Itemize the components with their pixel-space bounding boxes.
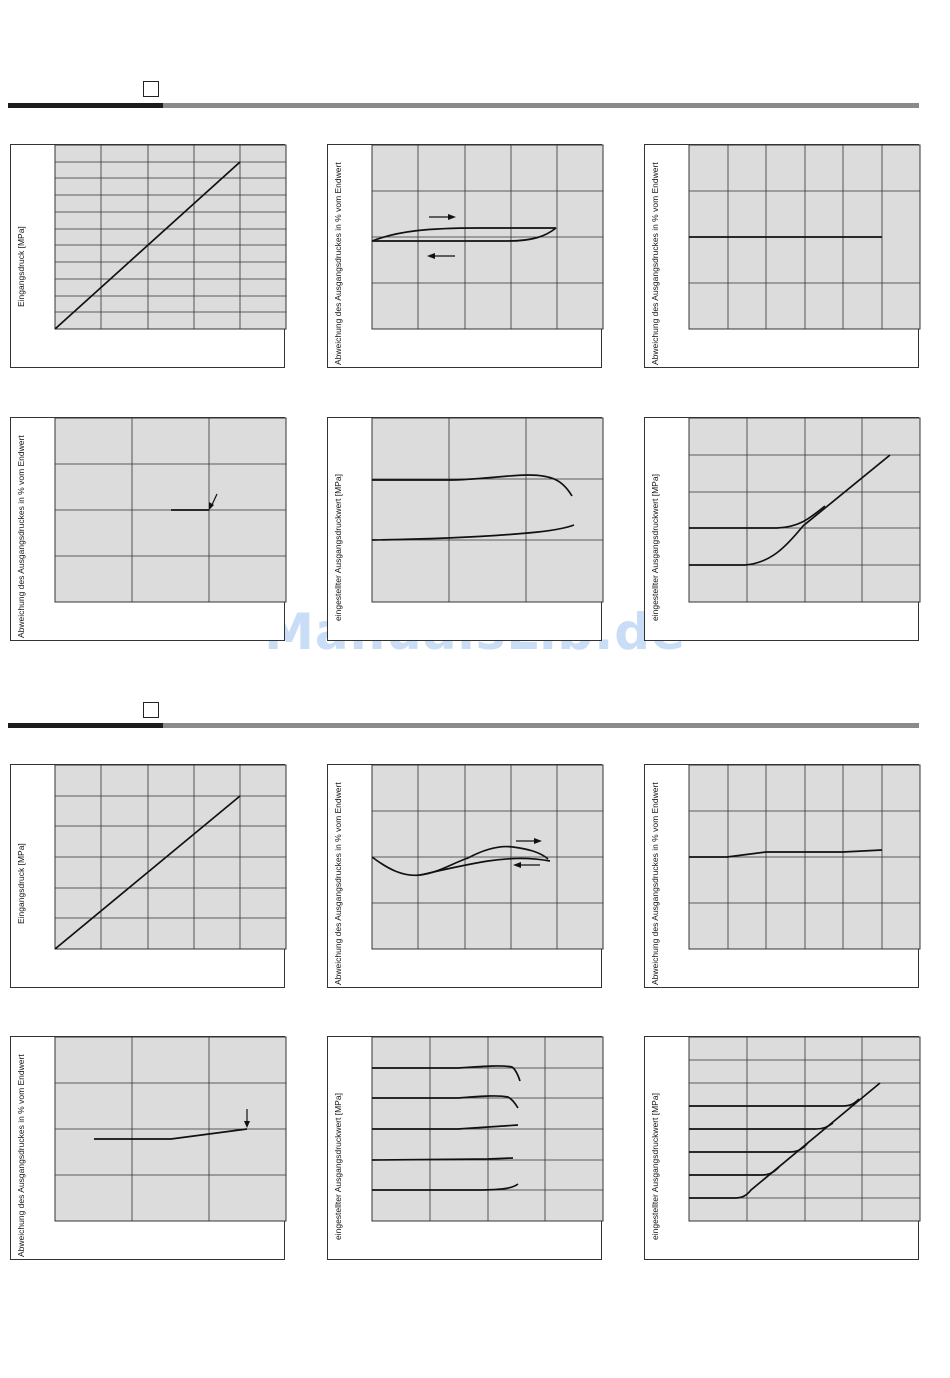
y-axis-label: Eingangsdruck [MPa] bbox=[16, 843, 26, 924]
curve-4 bbox=[371, 1157, 514, 1161]
chart-setpoint-4: eingestellter Ausgangsdruckwert [MPa] bbox=[644, 1036, 921, 1260]
curve-1 bbox=[689, 1098, 860, 1107]
y-axis-label: eingestellter Ausgangsdruckwert [MPa] bbox=[650, 474, 660, 621]
chart-deviation-flow-2: Abweichung des Ausgangsdruckes in % vom … bbox=[10, 1036, 287, 1260]
chart-svg: eingestellter Ausgangsdruckwert [MPa] bbox=[333, 1036, 604, 1240]
curve-upper bbox=[689, 505, 826, 529]
chart-line bbox=[94, 1128, 248, 1140]
y-axis-label: eingestellter Ausgangsdruckwert [MPa] bbox=[333, 474, 343, 621]
chart-deviation-hysteresis-1: Abweichung des Ausgangsdruckes in % vom … bbox=[327, 144, 604, 368]
curve-rising bbox=[371, 227, 556, 242]
chart-input-pressure-1: Eingangsdruck [MPa] bbox=[10, 144, 287, 368]
chart-deviation-flow-1: Abweichung des Ausgangsdruckes in % vom … bbox=[10, 417, 287, 641]
chart-svg: Abweichung des Ausgangsdruckes in % vom … bbox=[16, 1036, 287, 1257]
curve-falling bbox=[372, 227, 557, 242]
chart-svg: Abweichung des Ausgangsdruckes in % vom … bbox=[650, 764, 921, 985]
y-axis-label: Abweichung des Ausgangsdruckes in % vom … bbox=[650, 782, 660, 985]
chart-svg: eingestellter Ausgangsdruckwert [MPa] bbox=[650, 1036, 921, 1240]
y-axis-label: Eingangsdruck [MPa] bbox=[16, 226, 26, 307]
chart-svg: Abweichung des Ausgangsdruckes in % vom … bbox=[333, 764, 604, 985]
curve-falling bbox=[419, 857, 551, 876]
curve-5 bbox=[372, 1183, 519, 1191]
section-checkbox-2 bbox=[143, 702, 159, 718]
arrowhead-marker bbox=[244, 1121, 250, 1128]
chart-svg: eingestellter Ausgangsdruckwert [MPa] bbox=[333, 417, 604, 621]
chart-line bbox=[689, 849, 883, 858]
chart-deviation-hysteresis-2: Abweichung des Ausgangsdruckes in % vom … bbox=[327, 764, 604, 988]
section-divider-2 bbox=[8, 723, 919, 728]
chart-line bbox=[54, 161, 241, 330]
chart-setpoint-2: eingestellter Ausgangsdruckwert [MPa] bbox=[644, 417, 921, 641]
curve-1 bbox=[372, 1065, 521, 1082]
y-axis-label: Abweichung des Ausgangsdruckes in % vom … bbox=[16, 435, 26, 638]
curve-5 bbox=[689, 1082, 881, 1199]
y-axis-label: Abweichung des Ausgangsdruckes in % vom … bbox=[333, 782, 343, 985]
curve-upper bbox=[372, 474, 573, 497]
chart-svg: Eingangsdruck [MPa] bbox=[16, 764, 287, 950]
chart-setpoint-1: eingestellter Ausgangsdruckwert [MPa] bbox=[327, 417, 604, 641]
chart-svg: Eingangsdruck [MPa] bbox=[16, 144, 287, 330]
y-axis-label: eingestellter Ausgangsdruckwert [MPa] bbox=[650, 1093, 660, 1240]
chart-input-pressure-2: Eingangsdruck [MPa] bbox=[10, 764, 287, 988]
chart-setpoint-3: eingestellter Ausgangsdruckwert [MPa] bbox=[327, 1036, 604, 1260]
chart-deviation-flat-1: Abweichung des Ausgangsdruckes in % vom … bbox=[644, 144, 921, 368]
arrowhead-marker bbox=[209, 502, 214, 510]
chart-deviation-flat-2: Abweichung des Ausgangsdruckes in % vom … bbox=[644, 764, 921, 988]
chart-svg: Abweichung des Ausgangsdruckes in % vom … bbox=[650, 144, 921, 365]
arrowhead-left bbox=[427, 253, 435, 259]
chart-svg: Abweichung des Ausgangsdruckes in % vom … bbox=[16, 417, 287, 638]
curve-lower bbox=[371, 524, 575, 541]
curve-2 bbox=[372, 1095, 519, 1109]
curve-rising bbox=[371, 845, 549, 877]
y-axis-label: Abweichung des Ausgangsdruckes in % vom … bbox=[650, 162, 660, 365]
y-axis-label: Abweichung des Ausgangsdruckes in % vom … bbox=[16, 1054, 26, 1257]
y-axis-label: Abweichung des Ausgangsdruckes in % vom … bbox=[333, 162, 343, 365]
curve-lower bbox=[689, 454, 891, 566]
arrowhead-right bbox=[448, 214, 456, 220]
chart-svg: Abweichung des Ausgangsdruckes in % vom … bbox=[333, 144, 604, 365]
arrowhead-left bbox=[513, 862, 521, 868]
chart-line bbox=[54, 795, 241, 950]
arrowhead-right bbox=[534, 838, 542, 844]
chart-svg: eingestellter Ausgangsdruckwert [MPa] bbox=[650, 417, 921, 621]
curve-3 bbox=[372, 1124, 519, 1130]
section-checkbox-1 bbox=[143, 81, 159, 97]
y-axis-label: eingestellter Ausgangsdruckwert [MPa] bbox=[333, 1093, 343, 1240]
section-divider-1 bbox=[8, 103, 919, 108]
